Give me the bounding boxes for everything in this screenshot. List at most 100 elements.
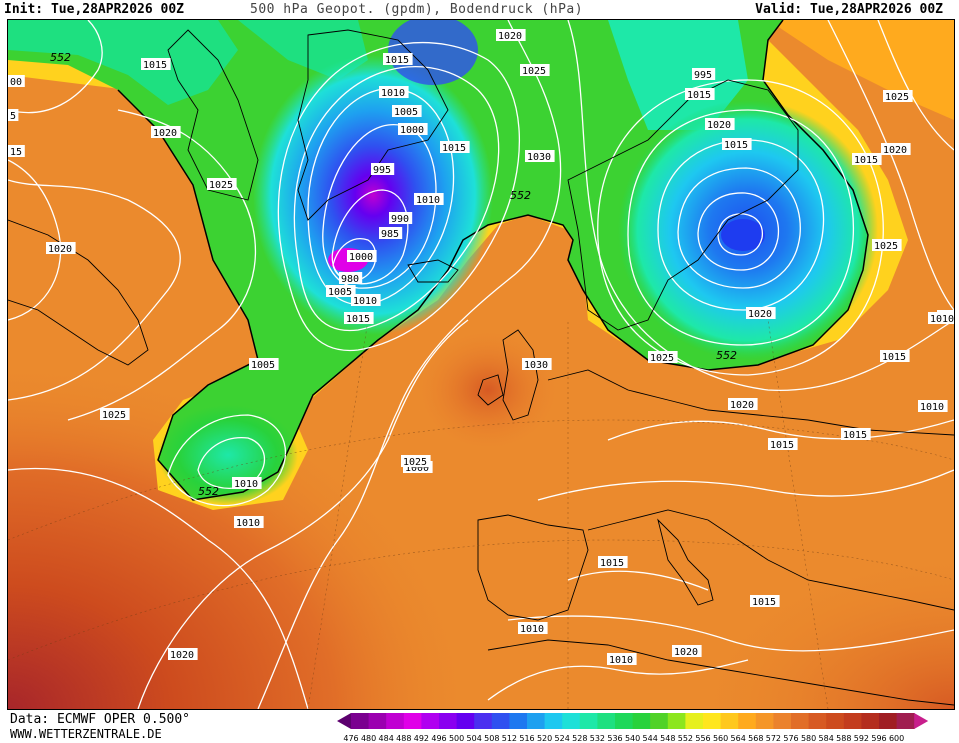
scale-color-cell [456,713,475,729]
isobar-label-box [398,123,428,135]
scale-color-cell [491,713,510,729]
isobar-label: 985 [381,229,399,240]
scale-tick-label: 476 [343,734,359,743]
isobar-label-box [685,88,715,100]
scale-color-cell [562,713,581,729]
scale-tick-label: 480 [360,734,377,743]
isobar-label-box [383,53,413,65]
low-iceland-fill [253,55,493,335]
isobar-label-box [168,648,198,660]
coast-north-sea-baltic [547,369,954,436]
isobar-label-box [852,153,882,165]
contour-label: 552 [50,51,71,64]
init-time-label: Init: Tue,28APR2026 00Z [4,2,185,17]
isobar-label: 5 [10,111,16,122]
isobar-label-box [207,178,237,190]
isobar-label: 1020 [707,120,731,131]
isobar-label-box [344,312,374,324]
isobar-label: 1020 [170,650,194,661]
isobar-label-box [389,212,413,224]
isobar-label: 1020 [883,145,907,156]
isobar-label: 1030 [524,360,548,371]
isobar-label-box [496,29,526,41]
scale-color-cell [861,713,880,729]
coast-greenland-east [297,29,449,221]
low-atlantic-fill [158,405,298,505]
isobar-label-box [692,68,716,80]
isobar-label: 1015 [752,597,776,608]
graticule [8,319,954,709]
scale-color-cell [527,713,546,729]
scale-tick-label: 524 [554,734,570,743]
isobar-label-box [392,105,422,117]
color-scale-bar [337,713,929,729]
scale-tick-label: 544 [642,734,658,743]
isobar-label: 1015 [385,55,409,66]
isobar-label: 1010 [234,479,258,490]
scale-color-cell [368,713,387,729]
isobar-label-box [371,163,395,175]
isobar-label: 1015 [600,558,624,569]
scale-color-cell [474,713,493,729]
isobar-label: 1020 [498,31,522,42]
isobar-label: 1010 [416,195,440,206]
isobar-label-box [883,90,913,102]
isobar-label: 1005 [328,287,352,298]
isobar-label-box [672,645,702,657]
scale-tick-label: 552 [677,734,694,743]
contour-label: 552 [716,349,737,362]
isobar-label-box [880,350,910,362]
isobar-label: 1015 [143,60,167,71]
chart-title: 500 hPa Geopot. (gpdm), Bodendruck (hPa) [250,2,584,17]
warm-field-southeast [508,440,954,709]
isobar-label: 15 [10,147,22,158]
isobar-label-box [401,455,431,467]
isobar-label-box [232,477,262,489]
chart-header: Init: Tue,28APR2026 00Z 500 hPa Geopot. … [0,0,959,20]
scale-tick-label: 516 [519,734,535,743]
coastlines [8,29,954,706]
isobar-label: 1010 [353,296,377,307]
isobar-label: 1010 [236,518,260,529]
isobar-label-box [347,250,377,262]
coast-mediterranean-north [587,509,954,611]
isobar-label: 1010 [520,624,544,635]
scale-color-cell [579,713,598,729]
isobar-label-box [746,307,776,319]
scale-color-cell [667,713,686,729]
website-credit: WWW.WETTERZENTRALE.DE [10,727,162,741]
isobar-label-box [598,556,628,568]
isobar-label: 980 [341,274,359,285]
scale-tick-label: 536 [607,734,623,743]
scale-color-cell [509,713,528,729]
isobar-label: 995 [694,70,712,81]
scale-color-cell [703,713,722,729]
isobar-label: 1015 [346,314,370,325]
isobar-label-box [607,653,637,665]
scale-color-cell [755,713,774,729]
isobar-label: 1020 [730,400,754,411]
isobar-label-box [750,595,780,607]
isobar-label-box [518,622,548,634]
scale-color-cell [738,713,757,729]
scale-tick-label: 496 [431,734,447,743]
isobar-label: 1025 [209,180,233,191]
isobar-label-box [8,109,19,121]
scale-color-cell [843,713,862,729]
contour-label: 552 [510,189,531,202]
scale-tick-label: 600 [888,734,905,743]
isobar-label-box [351,294,381,306]
isobar-label-box [141,58,171,70]
isobar-label-box [522,358,552,370]
isobar-label: 1015 [770,440,794,451]
scale-color-cell [386,713,405,729]
scale-tick-label: 532 [589,734,606,743]
scale-tick-label: 488 [396,734,412,743]
isobar-label: 1015 [724,140,748,151]
scale-color-cell [615,713,634,729]
scale-arrow-right [914,713,929,729]
isobar-label: 1010 [930,314,954,325]
isobar-label-box [234,516,264,528]
isobar-label-box [520,64,550,76]
scale-color-cell [879,713,898,729]
